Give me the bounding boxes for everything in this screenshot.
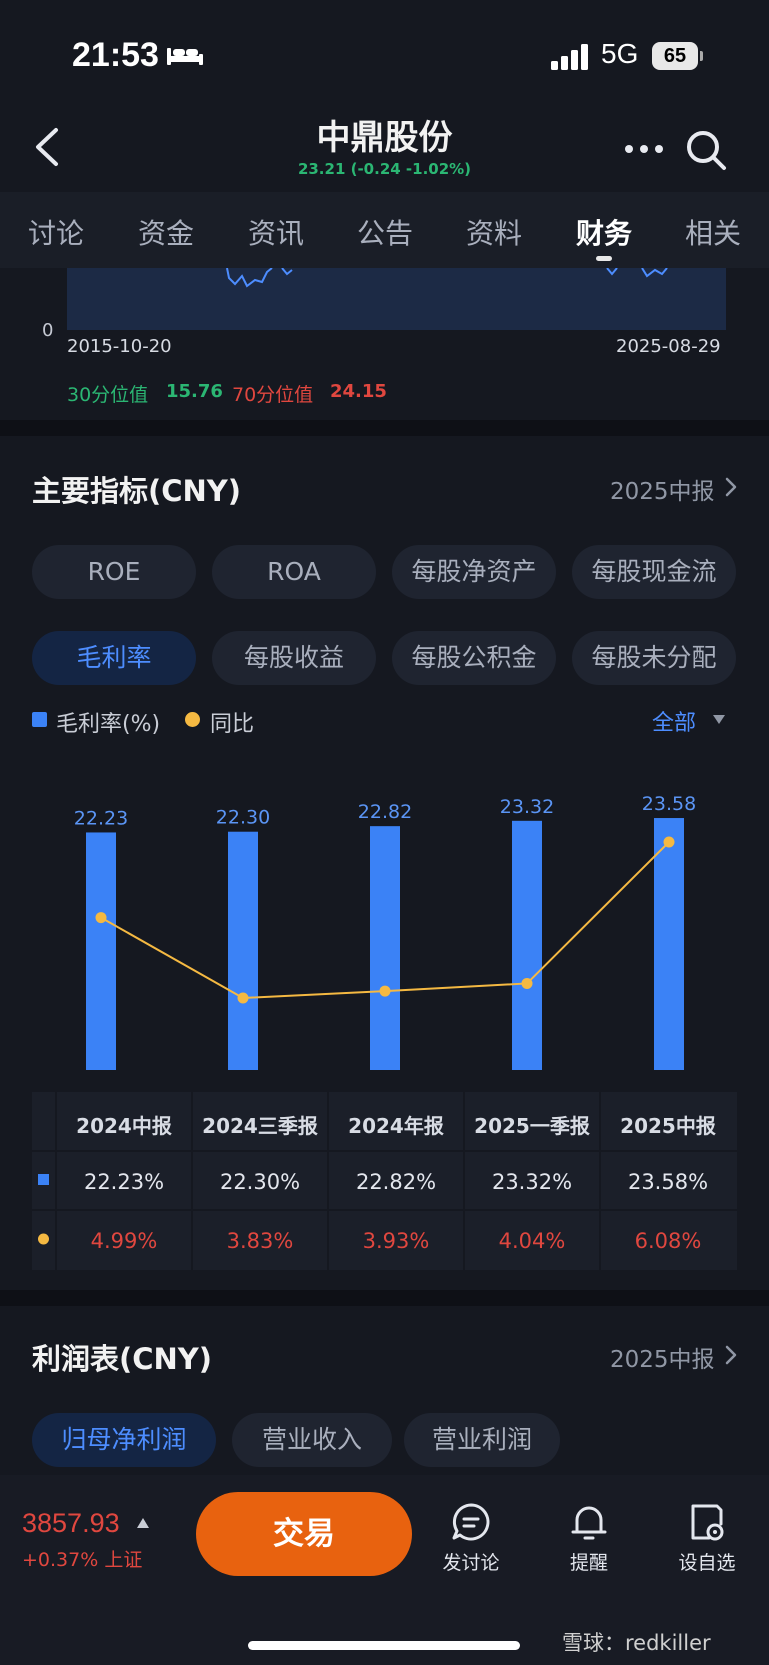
legend-line-swatch	[185, 712, 200, 727]
table-cell: 3.83%	[226, 1229, 294, 1253]
remind-label[interactable]: 提醒	[569, 1552, 608, 1574]
yoy-point-0[interactable]	[95, 912, 107, 924]
search-icon[interactable]	[684, 128, 728, 172]
table-header: 2024三季报	[202, 1114, 318, 1138]
tab-active-indicator	[596, 256, 612, 261]
date-start-label: 2015-10-20	[67, 336, 172, 357]
p30-value: 15.76	[166, 381, 223, 402]
tab-funds[interactable]: 资金	[138, 217, 195, 250]
p70-label: 70分位值	[232, 384, 314, 406]
back-arrow-icon[interactable]	[30, 124, 64, 170]
pill-reserve-per-share[interactable]: 每股公积金	[392, 631, 556, 685]
legend-bar-swatch	[32, 712, 47, 727]
table-header: 2025中报	[620, 1114, 716, 1138]
p70-value: 24.15	[330, 381, 387, 402]
valuation-chart	[67, 268, 726, 330]
trade-button[interactable]: 交易	[196, 1492, 412, 1576]
table-cell: 22.82%	[355, 1170, 437, 1194]
tab-bar: 讨论 资金 资讯 公告 资料 财务 相关	[0, 192, 769, 268]
yoy-point-3[interactable]	[521, 977, 533, 989]
row-line-swatch	[38, 1233, 49, 1245]
row-bar-swatch	[38, 1174, 49, 1185]
watchlist-label[interactable]: 设自选	[678, 1552, 736, 1574]
table-cell: 6.08%	[634, 1229, 702, 1253]
watermark: 雪球：redkiller	[562, 1631, 711, 1655]
tab-related[interactable]: 相关	[685, 217, 742, 250]
filter-all-button[interactable]: 全部	[652, 711, 697, 736]
up-arrow-icon	[137, 1518, 149, 1528]
stock-quote: 23.21 (-0.24 -1.02%)	[297, 160, 472, 178]
legend-gross-margin: 毛利率(%)	[56, 712, 161, 737]
stock-name: 中鼎股份	[316, 118, 453, 158]
discuss-label[interactable]: 发讨论	[442, 1552, 500, 1574]
bar-label-3: 23.32	[500, 796, 554, 818]
indicators-period[interactable]: 2025中报	[610, 479, 715, 505]
add-watchlist-icon[interactable]	[687, 1502, 727, 1542]
tab-news[interactable]: 资讯	[248, 217, 305, 250]
table-cell: 22.23%	[83, 1170, 165, 1194]
date-end-label: 2025-08-29	[616, 336, 721, 357]
bar-label-2: 22.82	[358, 801, 412, 823]
table-cell: 23.32%	[491, 1170, 573, 1194]
table-cell: 3.93%	[362, 1229, 430, 1253]
income-period[interactable]: 2025中报	[610, 1347, 715, 1373]
caret-down-icon[interactable]	[712, 714, 726, 726]
tab-profile[interactable]: 资料	[466, 217, 523, 250]
pill-revenue[interactable]: 营业收入	[232, 1413, 392, 1467]
network-type: 5G	[601, 38, 639, 69]
more-icon[interactable]	[624, 144, 664, 154]
bar-3[interactable]	[512, 820, 542, 1070]
chevron-right-icon[interactable]	[724, 1344, 738, 1366]
table-header: 2025一季报	[474, 1114, 590, 1138]
pill-operating-profit[interactable]: 营业利润	[404, 1413, 560, 1467]
pill-roa[interactable]: ROA	[212, 545, 376, 599]
discuss-icon[interactable]	[451, 1502, 491, 1542]
battery-icon: 65	[652, 42, 698, 70]
yoy-point-1[interactable]	[237, 992, 249, 1004]
bar-label-4: 23.58	[642, 793, 696, 815]
index-change[interactable]: +0.37% 上证	[22, 1549, 143, 1571]
tab-finance[interactable]: 财务	[576, 217, 633, 250]
table-cell: 4.99%	[90, 1229, 158, 1253]
pill-eps[interactable]: 每股收益	[212, 631, 376, 685]
indicators-title: 主要指标(CNY)	[32, 474, 242, 508]
section-divider	[0, 1290, 769, 1306]
bar-label-0: 22.23	[74, 807, 128, 829]
index-value[interactable]: 3857.93	[22, 1508, 120, 1538]
pill-cashflow-per-share[interactable]: 每股现金流	[572, 545, 736, 599]
bar-1[interactable]	[228, 831, 258, 1070]
bar-4[interactable]	[654, 818, 684, 1070]
yoy-point-4[interactable]	[663, 836, 675, 848]
data-table-bg	[32, 1092, 737, 1270]
section-divider	[0, 420, 769, 436]
tab-announcements[interactable]: 公告	[357, 217, 414, 250]
home-indicator[interactable]	[248, 1641, 520, 1650]
pill-net-profit[interactable]: 归母净利润	[32, 1413, 216, 1467]
table-cell: 22.30%	[219, 1170, 301, 1194]
table-cell: 23.58%	[627, 1170, 709, 1194]
chevron-right-icon[interactable]	[724, 476, 738, 498]
bar-label-1: 22.30	[216, 807, 270, 829]
battery-tip	[700, 51, 703, 61]
pill-net-assets-per-share[interactable]: 每股净资产	[392, 545, 556, 599]
bell-icon[interactable]	[569, 1502, 609, 1542]
bar-0[interactable]	[86, 832, 116, 1070]
tab-discuss[interactable]: 讨论	[28, 217, 85, 250]
legend-yoy: 同比	[210, 712, 255, 737]
axis-zero-label: 0	[42, 320, 54, 341]
p30-label: 30分位值	[67, 384, 149, 406]
bar-2[interactable]	[370, 826, 400, 1070]
table-header: 2024中报	[76, 1114, 172, 1138]
income-title: 利润表(CNY)	[32, 1342, 213, 1376]
table-header: 2024年报	[348, 1114, 444, 1138]
sleep-icon	[167, 48, 203, 65]
status-time: 21:53	[72, 36, 159, 74]
yoy-point-2[interactable]	[379, 985, 391, 997]
pill-gross-margin[interactable]: 毛利率	[32, 631, 196, 685]
table-cell: 4.04%	[498, 1229, 566, 1253]
pill-roe[interactable]: ROE	[32, 545, 196, 599]
pill-undistributed-per-share[interactable]: 每股未分配	[572, 631, 736, 685]
gross-margin-chart: 22.23 22.30 22.82 23.32 23.58	[74, 793, 696, 1070]
signal-icon	[551, 44, 588, 70]
